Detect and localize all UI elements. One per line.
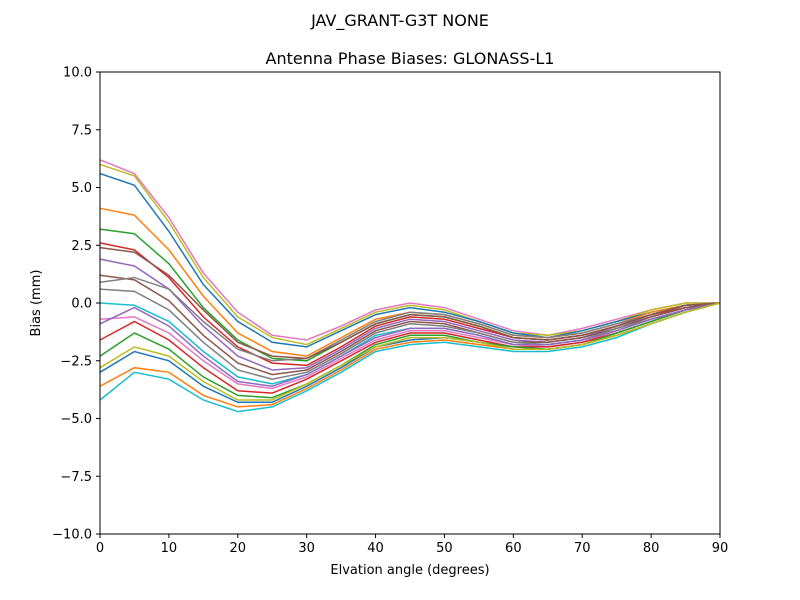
series-line-18 [99, 302, 721, 387]
y-tick-label: −5.0 [60, 412, 92, 427]
series-line-9 [99, 288, 721, 380]
x-tick-label: 60 [505, 541, 522, 556]
y-tick-label: −2.5 [60, 354, 92, 369]
x-tick-label: 10 [161, 541, 178, 556]
series-line-1 [99, 159, 720, 341]
chart-title: Antenna Phase Biases: GLONASS-L1 [266, 49, 555, 68]
x-tick-label: 20 [230, 541, 247, 556]
y-tick-label: −7.5 [60, 470, 92, 485]
y-tick-label: 0.0 [71, 297, 92, 312]
series-line-19 [99, 246, 721, 360]
series-line-13 [99, 302, 721, 399]
series-line-17 [99, 276, 721, 362]
y-tick-label: 10.0 [63, 66, 92, 81]
x-tick-label: 80 [643, 541, 660, 556]
y-tick-label: 7.5 [71, 123, 92, 138]
x-tick-label: 70 [574, 541, 591, 556]
x-tick-label: 40 [367, 541, 384, 556]
series-line-20 [99, 302, 721, 401]
series-line-5 [99, 228, 721, 362]
y-tick-label: 2.5 [71, 239, 92, 254]
x-tick-label: 30 [298, 541, 315, 556]
series-layer [99, 159, 721, 413]
y-axis-label: Bias (mm) [29, 270, 44, 337]
x-axis-label: Elvation angle (degrees) [330, 563, 489, 578]
series-line-16 [99, 302, 721, 413]
chart-suptitle: JAV_GRANT-G3T NONE [310, 11, 489, 31]
x-axis: 0 10 20 30 40 50 60 70 80 90 [96, 534, 728, 556]
x-tick-label: 0 [96, 541, 104, 556]
x-tick-label: 50 [436, 541, 453, 556]
y-tick-label: 5.0 [71, 181, 92, 196]
x-tick-label: 90 [712, 541, 729, 556]
y-tick-label: −10.0 [52, 528, 92, 543]
y-axis: 10.0 7.5 5.0 2.5 0.0 −2.5 −5.0 −7.5 −10.0 [52, 66, 100, 543]
series-line-3 [99, 172, 721, 348]
